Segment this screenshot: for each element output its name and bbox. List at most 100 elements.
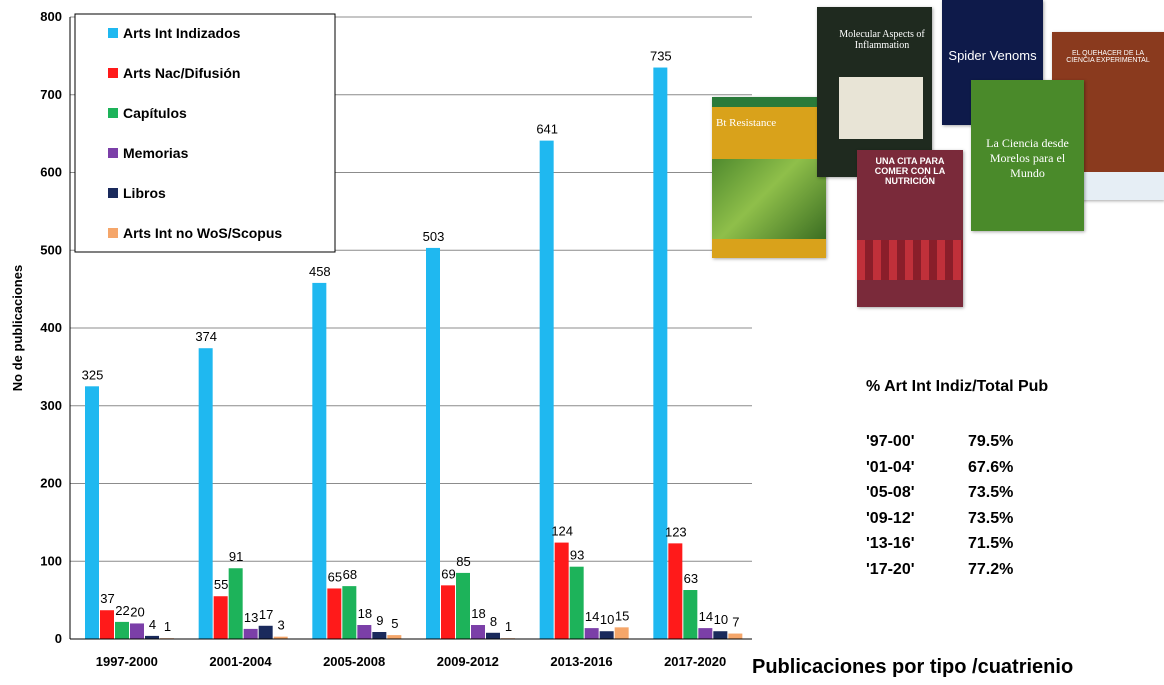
bar (198, 348, 213, 639)
bar (539, 140, 554, 639)
data-label: 7 (732, 615, 739, 630)
data-label: 15 (615, 608, 629, 623)
legend-swatch (108, 148, 118, 158)
percent-value: 77.2% (968, 560, 1014, 578)
data-label: 91 (229, 549, 243, 564)
bar (569, 566, 584, 639)
data-label: 85 (456, 554, 470, 569)
book-cover-cita-comer: UNA CITA PARA COMER CON LA NUTRICIÓN (857, 150, 963, 307)
bar (441, 585, 455, 639)
bar (683, 590, 698, 639)
data-label: 123 (665, 524, 687, 539)
legend-entry: Arts Int Indizados (123, 25, 241, 41)
legend-swatch (108, 228, 118, 238)
y-tick-label: 100 (40, 553, 62, 568)
data-label: 18 (471, 606, 485, 621)
y-tick-label: 200 (40, 476, 62, 491)
bar (713, 631, 728, 639)
bar (728, 633, 743, 639)
legend-entry: Capítulos (123, 105, 187, 121)
percent-period: '97-00' (866, 433, 915, 450)
x-tick-label: 2017-2020 (664, 654, 726, 669)
data-label: 18 (358, 606, 372, 621)
data-label: 8 (490, 614, 497, 629)
bar (100, 610, 114, 639)
bar (327, 588, 342, 639)
legend-swatch (108, 188, 118, 198)
x-axis-label: Publicaciones por tipo /cuatrienio (752, 656, 1074, 678)
legend-entry: Libros (123, 185, 166, 201)
legend-swatch (108, 68, 118, 78)
percent-value: 73.5% (968, 509, 1014, 527)
percent-period: '09-12' (866, 509, 915, 527)
percent-row: '13-16' 71.5% (866, 535, 1013, 553)
bar (228, 568, 243, 639)
data-label: 124 (551, 524, 573, 539)
bar (115, 621, 129, 639)
x-tick-label: 2001-2004 (209, 654, 272, 669)
x-tick-label: 2009-2012 (437, 654, 499, 669)
bar (357, 625, 372, 639)
percent-row: '01-04' 67.6% (866, 459, 1013, 477)
data-label: 10 (600, 612, 614, 627)
book-cover-ciencia-morelos: La Ciencia desde Morelos para el Mundo (971, 80, 1084, 231)
y-tick-label: 0 (55, 631, 62, 646)
percent-period: '17-20' (866, 560, 915, 578)
percent-row: '17-20' 77.2% (866, 560, 1013, 579)
book-cover-molecular-aspects: Molecular Aspects of Inflammation (817, 7, 932, 177)
x-tick-label: 2013-2016 (550, 654, 612, 669)
y-axis-label: No de publicaciones (10, 265, 25, 391)
data-label: 5 (391, 616, 398, 631)
data-label: 37 (100, 591, 114, 606)
data-label: 55 (214, 577, 228, 592)
bar (456, 572, 470, 639)
y-tick-label: 700 (40, 87, 62, 102)
data-label: 14 (699, 609, 713, 624)
percent-table-title: % Art Int Indiz/Total Pub (866, 378, 1049, 395)
bar (698, 628, 713, 639)
bar (614, 627, 629, 639)
data-label: 68 (343, 567, 357, 582)
data-label: 93 (570, 548, 584, 563)
bar (213, 596, 228, 639)
data-label: 14 (585, 609, 599, 624)
legend-swatch (108, 28, 118, 38)
bar (486, 632, 500, 639)
x-axis-categories: 1997-2000 2001-2004 2005-2008 2009-2012 2013… (96, 654, 727, 669)
book-cover-bt-resistance: Bt Resistance (712, 97, 826, 258)
legend-swatch (108, 108, 118, 118)
data-label: 3 (278, 618, 285, 633)
data-label: 735 (650, 49, 672, 64)
data-label: 458 (309, 264, 331, 279)
data-label: 1 (164, 619, 171, 634)
legend-entry: Arts Int no WoS/Scopus (123, 225, 282, 241)
y-tick-label: 800 (40, 9, 62, 24)
percent-period: '13-16' (866, 535, 915, 552)
data-label: 374 (195, 329, 217, 344)
bar (130, 623, 144, 639)
y-tick-label: 400 (40, 320, 62, 335)
percent-period: '05-08' (866, 484, 915, 501)
data-label: 17 (259, 607, 273, 622)
bar (387, 635, 402, 639)
data-label: 13 (244, 610, 258, 625)
bar (145, 635, 159, 639)
legend: Arts Int Indizados Arts Nac/Difusión Capít… (74, 13, 336, 253)
percent-value: 79.5% (968, 433, 1014, 450)
bar (342, 586, 357, 639)
data-label: 1 (505, 619, 512, 634)
bar (426, 247, 440, 640)
data-label: 325 (82, 367, 104, 382)
data-label: 4 (149, 617, 156, 632)
data-label: 503 (423, 229, 445, 244)
bar (273, 636, 288, 639)
x-tick-label: 1997-2000 (96, 654, 158, 669)
percent-value: 67.6% (968, 458, 1014, 476)
data-label: 69 (441, 566, 455, 581)
bar (584, 628, 599, 639)
percent-row: '97-00' 79.5% (866, 433, 1013, 451)
percent-row: '09-12' 73.5% (866, 509, 1013, 528)
bar (653, 67, 668, 640)
